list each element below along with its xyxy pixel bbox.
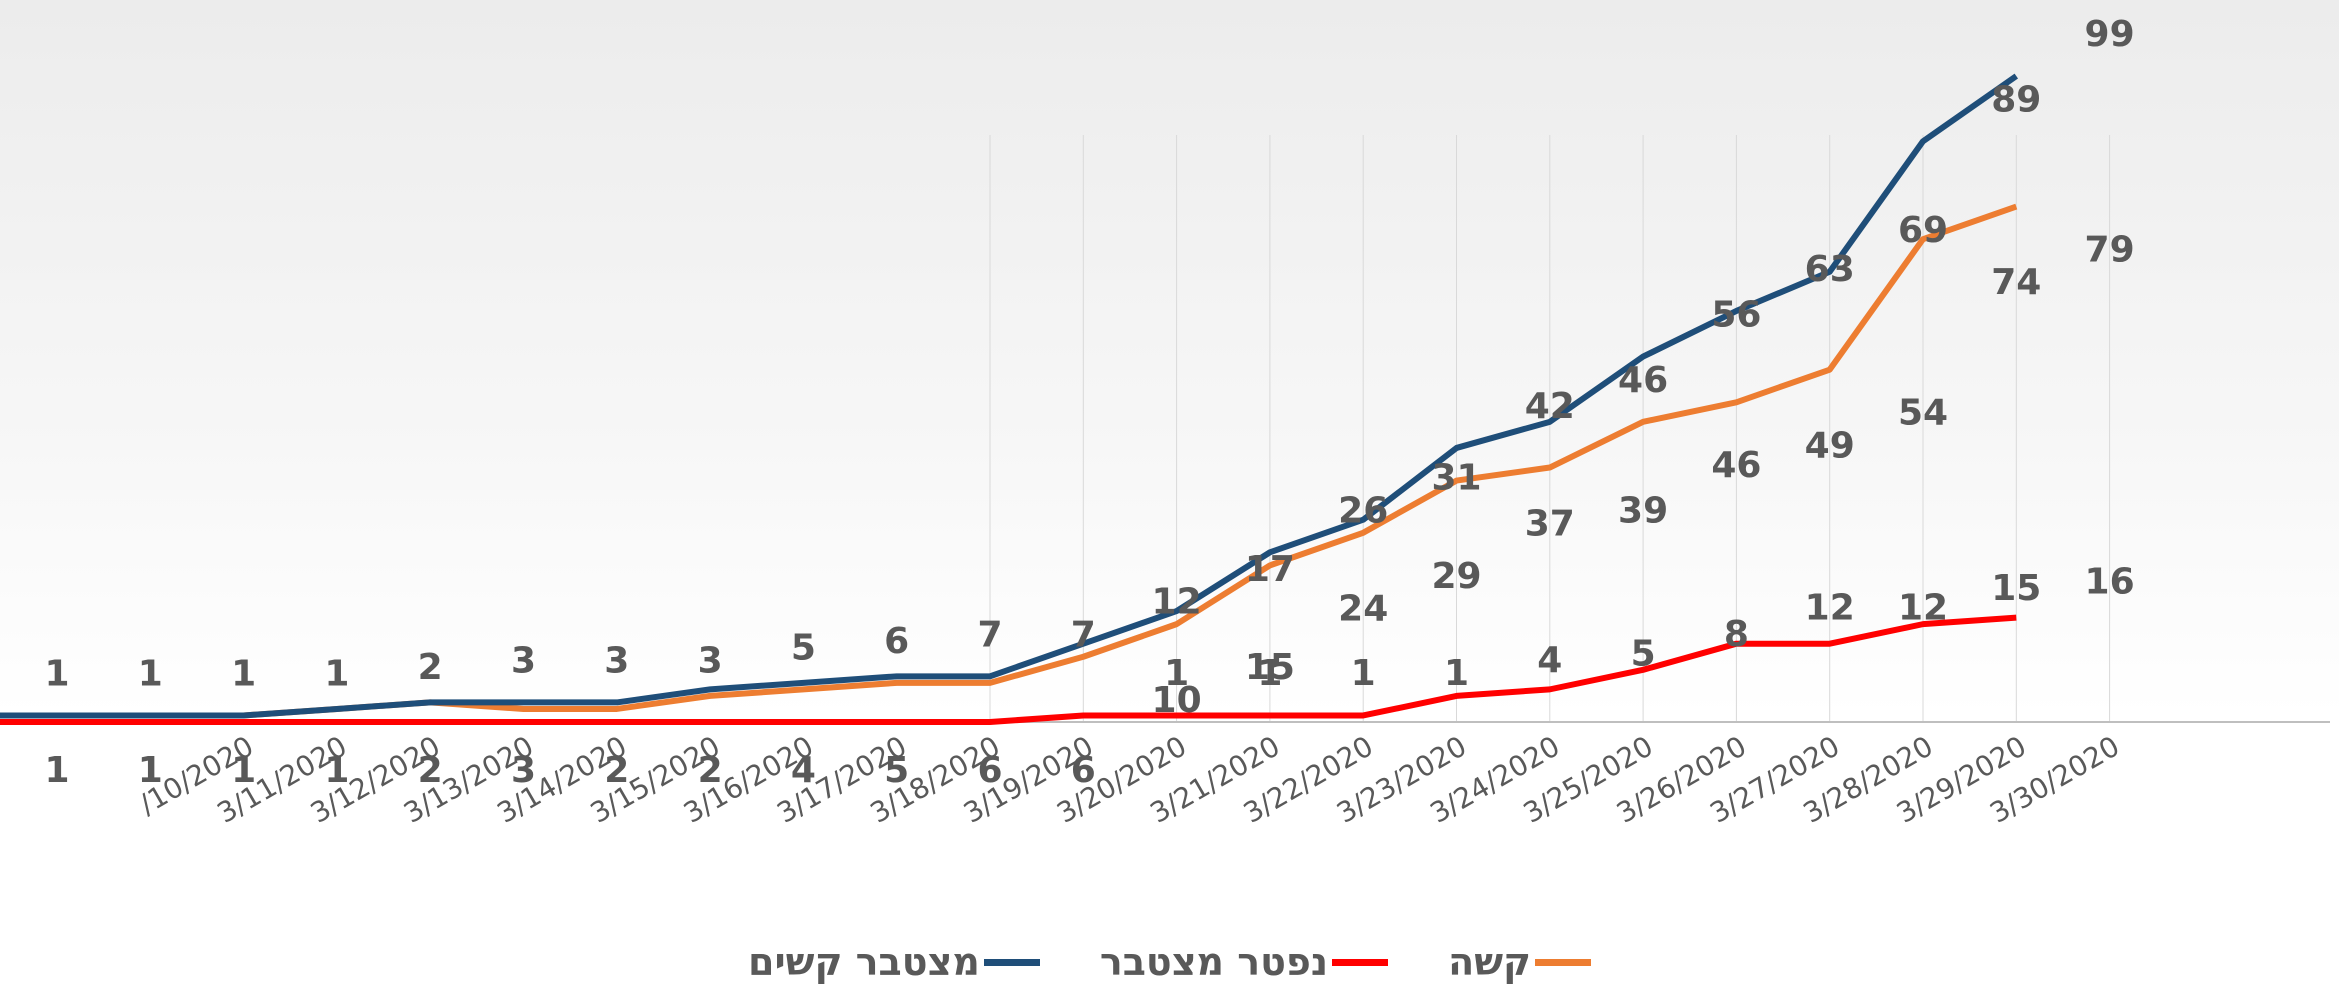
data-label: 3 <box>511 750 536 791</box>
data-label: 1 <box>44 653 69 694</box>
series-line <box>0 614 2017 725</box>
data-label: 79 <box>2085 230 2135 271</box>
data-label: 3 <box>604 640 629 681</box>
data-label: 5 <box>884 750 909 791</box>
legend-item-deceased: נפטר מצטבר <box>1099 940 1389 984</box>
data-label: 4 <box>1537 640 1562 681</box>
data-label: 2 <box>698 750 723 791</box>
data-label: 2 <box>604 750 629 791</box>
data-label: 10 <box>1152 680 1202 721</box>
data-label: 1 <box>231 653 256 694</box>
data-label: 17 <box>1245 549 1295 590</box>
data-label: 12 <box>1152 582 1202 623</box>
data-label: 26 <box>1338 490 1388 531</box>
data-label: 89 <box>1991 79 2041 120</box>
data-label: 7 <box>977 614 1002 655</box>
data-label: 1 <box>1351 653 1376 694</box>
data-label: 63 <box>1805 249 1855 290</box>
data-label: 15 <box>1245 647 1295 688</box>
data-label: 1 <box>44 750 69 791</box>
data-label: 46 <box>1618 360 1668 401</box>
data-label: 49 <box>1805 425 1855 466</box>
data-label: 12 <box>1898 588 1948 629</box>
data-label: 2 <box>418 647 443 688</box>
data-label: 24 <box>1338 588 1388 629</box>
legend-swatch-severe <box>1535 958 1592 966</box>
data-label: 1 <box>1257 653 1282 694</box>
data-label: 1 <box>324 750 349 791</box>
data-label: 69 <box>1898 210 1948 251</box>
data-label: 6 <box>884 621 909 662</box>
data-label: 12 <box>1805 588 1855 629</box>
data-label: 42 <box>1525 386 1575 427</box>
data-label: 1 <box>1444 653 1469 694</box>
data-label: 7 <box>1071 614 1096 655</box>
data-label: 3 <box>511 640 536 681</box>
data-label: 8 <box>1724 614 1749 655</box>
data-label: 31 <box>1431 458 1481 499</box>
data-label: 3 <box>698 640 723 681</box>
data-label: 1 <box>1164 653 1189 694</box>
data-label: 4 <box>791 750 816 791</box>
data-label: 37 <box>1525 504 1575 545</box>
data-label: 56 <box>1711 295 1761 336</box>
data-label: 99 <box>2085 14 2135 55</box>
data-label: 1 <box>324 653 349 694</box>
data-label: 5 <box>791 627 816 668</box>
data-label: 6 <box>977 750 1002 791</box>
legend-item-cumulative-severe: מצטבר קשים <box>748 940 1040 984</box>
data-label: 16 <box>2085 562 2135 603</box>
data-label: 1 <box>138 750 163 791</box>
legend-label-cumulative-severe: מצטבר קשים <box>747 940 980 984</box>
legend-swatch-deceased <box>1332 958 1389 966</box>
series-lines <box>0 73 2019 725</box>
legend-label-severe: קשה <box>1448 940 1532 984</box>
data-label: 6 <box>1071 750 1096 791</box>
legend-swatch-cumulative-severe <box>983 958 1040 966</box>
data-label: 2 <box>418 750 443 791</box>
data-label: 46 <box>1711 445 1761 486</box>
data-label: 15 <box>1991 568 2041 609</box>
data-label: 1 <box>138 653 163 694</box>
legend-item-severe: קשה <box>1448 940 1592 984</box>
data-label: 29 <box>1431 556 1481 597</box>
legend: קשה נפטר מצטבר מצטבר קשים <box>0 940 2339 984</box>
data-label: 54 <box>1898 393 1948 434</box>
legend-label-deceased: נפטר מצטבר <box>1099 940 1329 984</box>
data-label: 39 <box>1618 491 1668 532</box>
data-labels: 1111233356771217263142465663698999111111… <box>44 14 2135 791</box>
data-label: 74 <box>1991 262 2041 303</box>
series-line <box>0 73 2019 719</box>
data-label: 5 <box>1631 633 1656 674</box>
data-label: 1 <box>231 750 256 791</box>
